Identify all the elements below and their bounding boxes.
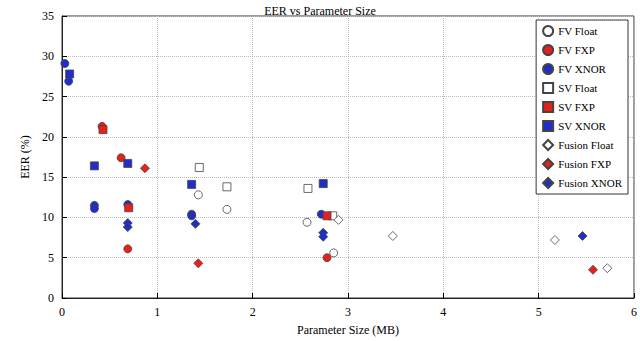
svg-text:4: 4 xyxy=(440,305,446,319)
svg-text:30: 30 xyxy=(42,49,54,63)
svg-text:20: 20 xyxy=(42,130,54,144)
svg-text:3: 3 xyxy=(345,305,351,319)
svg-text:FV Float: FV Float xyxy=(558,25,597,37)
svg-text:25: 25 xyxy=(42,90,54,104)
svg-text:10: 10 xyxy=(42,210,54,224)
svg-text:Fusion XNOR: Fusion XNOR xyxy=(558,177,623,189)
svg-text:Fusion Float: Fusion Float xyxy=(558,139,613,151)
svg-text:35: 35 xyxy=(42,9,54,23)
svg-text:SV FXP: SV FXP xyxy=(558,101,595,113)
svg-text:Fusion FXP: Fusion FXP xyxy=(558,158,611,170)
svg-text:Parameter Size (MB): Parameter Size (MB) xyxy=(297,323,399,337)
svg-text:15: 15 xyxy=(42,170,54,184)
svg-text:0: 0 xyxy=(59,305,65,319)
svg-text:FV XNOR: FV XNOR xyxy=(558,63,606,75)
svg-text:SV Float: SV Float xyxy=(558,82,597,94)
svg-text:5: 5 xyxy=(48,251,54,265)
svg-text:EER vs Parameter Size: EER vs Parameter Size xyxy=(264,4,376,18)
svg-text:EER (%): EER (%) xyxy=(18,135,32,179)
svg-text:0: 0 xyxy=(48,291,54,305)
svg-text:FV FXP: FV FXP xyxy=(558,44,595,56)
svg-text:1: 1 xyxy=(154,305,160,319)
svg-text:5: 5 xyxy=(536,305,542,319)
svg-text:2: 2 xyxy=(250,305,256,319)
svg-text:SV XNOR: SV XNOR xyxy=(558,120,606,132)
svg-text:6: 6 xyxy=(631,305,637,319)
